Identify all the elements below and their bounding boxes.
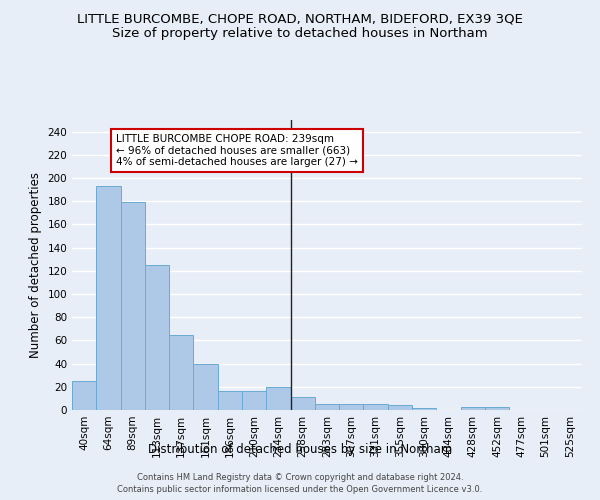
Text: LITTLE BURCOMBE CHOPE ROAD: 239sqm
← 96% of detached houses are smaller (663)
4%: LITTLE BURCOMBE CHOPE ROAD: 239sqm ← 96%… [116, 134, 358, 167]
Bar [339, 404, 364, 410]
Y-axis label: Number of detached properties: Number of detached properties [29, 172, 42, 358]
Bar [96, 186, 121, 410]
Bar [121, 202, 145, 410]
Bar [193, 364, 218, 410]
Bar [266, 387, 290, 410]
Bar [315, 404, 339, 410]
Bar [364, 404, 388, 410]
Bar [412, 408, 436, 410]
Text: LITTLE BURCOMBE, CHOPE ROAD, NORTHAM, BIDEFORD, EX39 3QE: LITTLE BURCOMBE, CHOPE ROAD, NORTHAM, BI… [77, 12, 523, 26]
Bar [145, 265, 169, 410]
Bar [290, 397, 315, 410]
Text: Size of property relative to detached houses in Northam: Size of property relative to detached ho… [112, 28, 488, 40]
Bar [388, 406, 412, 410]
Text: Distribution of detached houses by size in Northam: Distribution of detached houses by size … [148, 442, 452, 456]
Text: Contains HM Land Registry data © Crown copyright and database right 2024.: Contains HM Land Registry data © Crown c… [137, 472, 463, 482]
Bar [169, 334, 193, 410]
Bar [461, 406, 485, 410]
Bar [218, 392, 242, 410]
Text: Contains public sector information licensed under the Open Government Licence v3: Contains public sector information licen… [118, 485, 482, 494]
Bar [485, 406, 509, 410]
Bar [242, 392, 266, 410]
Bar [72, 381, 96, 410]
